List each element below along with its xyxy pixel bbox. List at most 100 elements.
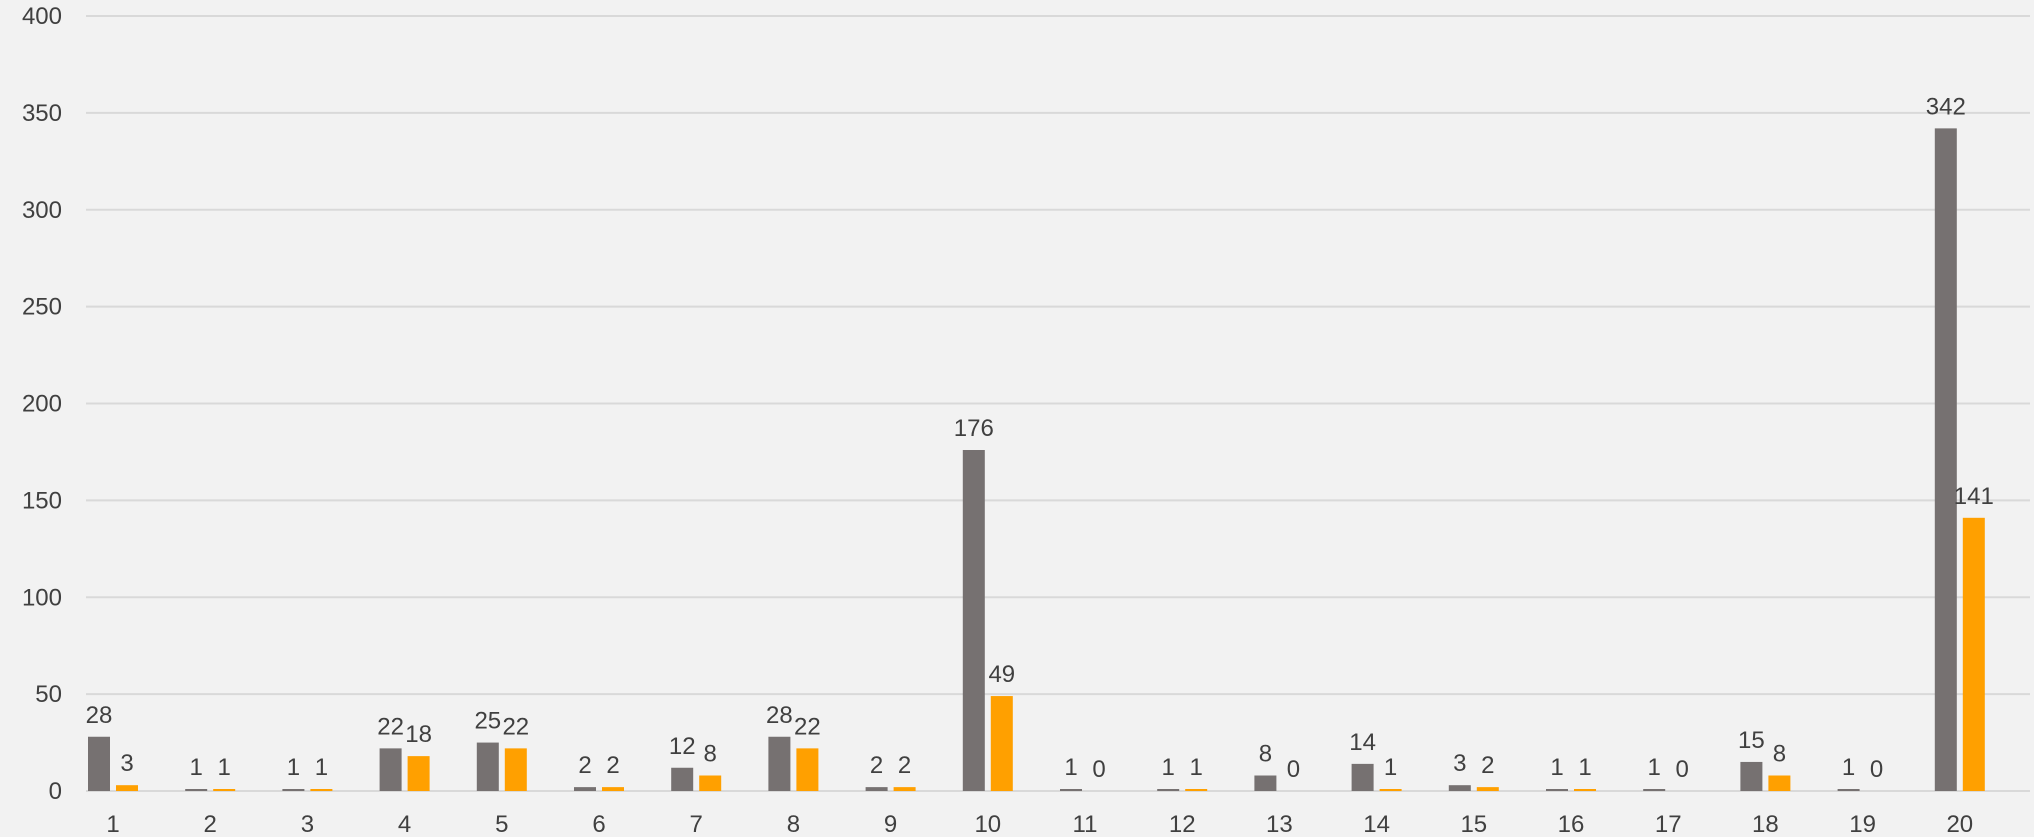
x-tick-label: 14 xyxy=(1363,811,1390,837)
bar-series1-cat1 xyxy=(88,736,110,791)
bar-series1-cat11 xyxy=(1060,789,1082,791)
bar-series2-cat9 xyxy=(893,787,916,791)
data-label: 342 xyxy=(1926,93,1966,120)
y-tick-label: 50 xyxy=(35,681,62,708)
x-tick-label: 10 xyxy=(974,811,1001,837)
bar-series1-cat15 xyxy=(1448,785,1471,791)
bar-series1-cat10 xyxy=(962,450,985,791)
data-label: 2 xyxy=(1481,752,1494,779)
x-tick-label: 1 xyxy=(106,811,119,837)
data-label: 0 xyxy=(1287,756,1300,783)
bar-series1-cat12 xyxy=(1157,789,1180,791)
data-label: 2 xyxy=(898,752,911,779)
bar-series2-cat12 xyxy=(1185,789,1208,791)
data-label: 22 xyxy=(502,713,529,740)
data-label: 12 xyxy=(669,733,696,760)
y-tick-label: 350 xyxy=(22,100,62,127)
x-tick-label: 16 xyxy=(1558,811,1585,837)
y-tick-label: 400 xyxy=(22,3,62,30)
x-tick-label: 4 xyxy=(398,811,411,837)
data-label: 14 xyxy=(1349,729,1376,756)
y-tick-label: 150 xyxy=(22,487,62,514)
data-label: 1 xyxy=(1064,754,1077,781)
data-label: 1 xyxy=(190,754,203,781)
data-label: 18 xyxy=(405,721,432,748)
bar-series2-cat7 xyxy=(699,775,722,791)
data-label: 2 xyxy=(606,752,619,779)
data-label: 49 xyxy=(988,661,1015,688)
x-tick-label: 6 xyxy=(592,811,605,837)
bars xyxy=(88,128,1985,791)
x-tick-label: 12 xyxy=(1169,811,1196,837)
data-label: 8 xyxy=(1773,741,1786,768)
bar-series2-cat10 xyxy=(990,696,1013,791)
bar-series2-cat5 xyxy=(504,748,527,791)
bar-series1-cat2 xyxy=(185,789,208,791)
bar-series1-cat3 xyxy=(282,789,305,791)
bar-series2-cat8 xyxy=(796,748,819,791)
bar-series1-cat8 xyxy=(768,736,791,791)
y-tick-label: 100 xyxy=(22,584,62,611)
y-tick-label: 300 xyxy=(22,197,62,224)
bar-series2-cat4 xyxy=(407,756,430,791)
x-tick-label: 20 xyxy=(1946,811,1973,837)
y-tick-label: 250 xyxy=(22,294,62,321)
bar-series2-cat1 xyxy=(116,785,138,791)
data-label: 1 xyxy=(1384,754,1397,781)
x-tick-label: 7 xyxy=(690,811,703,837)
x-tick-label: 5 xyxy=(495,811,508,837)
bar-series1-cat18 xyxy=(1740,761,1763,791)
data-label: 1 xyxy=(315,754,328,781)
x-tick-label: 11 xyxy=(1073,811,1098,837)
gridlines xyxy=(86,15,2030,792)
data-label: 1 xyxy=(287,754,300,781)
data-label: 1 xyxy=(1578,754,1591,781)
data-label: 15 xyxy=(1738,727,1765,754)
data-label: 0 xyxy=(1870,756,1883,783)
y-tick-label: 200 xyxy=(22,391,62,418)
data-label: 2 xyxy=(578,752,591,779)
x-tick-label: 8 xyxy=(787,811,800,837)
bar-series1-cat6 xyxy=(574,787,596,791)
data-label: 8 xyxy=(704,741,717,768)
bar-series1-cat20 xyxy=(1934,128,1957,791)
bar-series1-cat4 xyxy=(379,748,402,791)
bar-series1-cat9 xyxy=(865,787,888,791)
x-tick-label: 3 xyxy=(301,811,314,837)
data-label: 25 xyxy=(474,708,501,735)
data-label: 28 xyxy=(766,702,793,729)
bar-series2-cat6 xyxy=(602,787,624,791)
bar-series2-cat15 xyxy=(1476,787,1499,791)
bar-series2-cat2 xyxy=(213,789,236,791)
data-label: 1 xyxy=(1162,754,1175,781)
x-tick-label: 17 xyxy=(1655,811,1682,837)
x-tick-label: 18 xyxy=(1752,811,1779,837)
data-label: 8 xyxy=(1259,741,1272,768)
bar-series1-cat5 xyxy=(476,742,499,791)
data-label: 1 xyxy=(1648,754,1661,781)
data-label: 22 xyxy=(377,713,404,740)
bar-series2-cat3 xyxy=(310,789,333,791)
bar-series2-cat14 xyxy=(1379,789,1402,791)
bar-series1-cat14 xyxy=(1351,763,1374,791)
x-tick-label: 15 xyxy=(1460,811,1487,837)
x-tick-label: 9 xyxy=(884,811,897,837)
data-label: 3 xyxy=(1453,750,1466,777)
data-label: 1 xyxy=(1550,754,1563,781)
data-label: 1 xyxy=(218,754,231,781)
bar-series1-cat17 xyxy=(1643,789,1666,791)
data-label: 3 xyxy=(120,750,133,777)
bar-series2-cat16 xyxy=(1574,789,1596,791)
data-label: 22 xyxy=(794,713,821,740)
data-label: 141 xyxy=(1954,483,1994,510)
data-label: 0 xyxy=(1092,756,1105,783)
x-tick-label: 13 xyxy=(1266,811,1293,837)
x-tick-label: 2 xyxy=(204,811,217,837)
y-axis-ticks: 0 50 100 150 200 250 300 350 400 xyxy=(22,3,62,805)
x-tick-label: 19 xyxy=(1849,811,1876,837)
bar-series2-cat20 xyxy=(1962,517,1985,791)
data-label: 0 xyxy=(1676,756,1689,783)
x-axis-ticks: 1 2 3 4 5 6 7 8 9 10 11 12 13 14 15 16 17 18 19 20 xyxy=(106,811,1973,837)
bar-series1-cat19 xyxy=(1837,789,1860,791)
